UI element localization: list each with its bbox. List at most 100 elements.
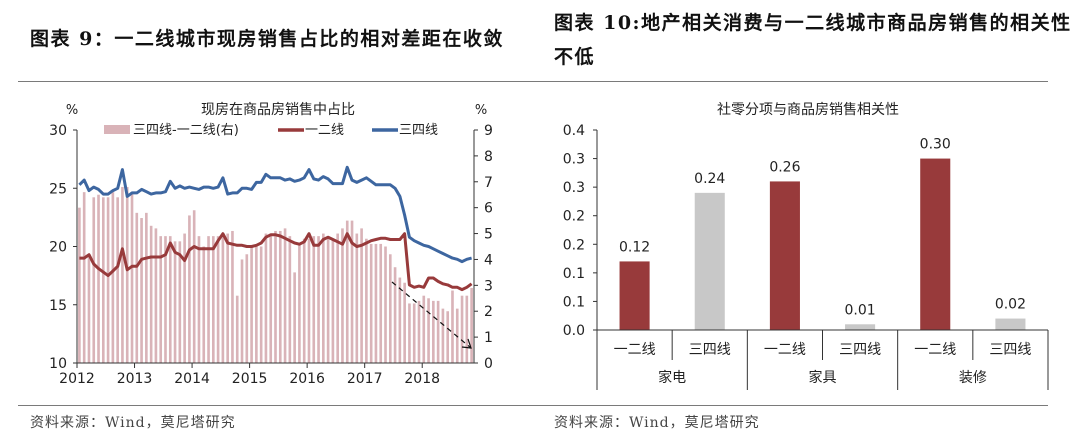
category-label: 一二线 (914, 342, 956, 358)
bar-diff (97, 194, 100, 363)
bar-diff (365, 238, 368, 363)
y-left-tick-label: 10 (49, 356, 67, 372)
bar-diff (446, 311, 450, 363)
bar-diff (154, 228, 158, 363)
bar-diff (384, 246, 387, 363)
figure-10-source: 资料来源：Wind，莫尼塔研究 (554, 415, 760, 431)
y-left-unit: % (66, 103, 78, 118)
bar-diff (398, 277, 402, 363)
y-tick-label: 0.4 (563, 123, 585, 139)
figure-9-top-rule (18, 81, 540, 82)
bar-diff (298, 243, 301, 363)
bar-diff (293, 272, 296, 363)
data-label: 0.01 (844, 302, 875, 318)
bar-diff (312, 236, 316, 363)
y-right-tick-label: 5 (484, 227, 493, 243)
group-label: 家具 (809, 369, 837, 386)
bar-diff (302, 238, 306, 363)
legend-label-tier34: 三四线 (399, 123, 438, 138)
bar-diff (197, 236, 201, 363)
x-tick-label: 2013 (117, 371, 153, 387)
bar-diff (149, 225, 153, 363)
figure-10-chart: 社零分项与商品房销售相关性 0.0 0.1 0.1 0.2 0.2 0.3 0.3 0.4 0.… (563, 102, 1049, 390)
bar-diff (470, 287, 473, 363)
bar-diff (388, 254, 392, 363)
bar-diff (116, 197, 119, 363)
bar-diff (207, 236, 210, 363)
bar-diff (331, 238, 335, 363)
bar-diff (307, 238, 311, 363)
y-tick-label: 0.2 (563, 237, 585, 253)
y-right-tick-label: 9 (484, 123, 493, 139)
bar (920, 158, 951, 330)
data-label: 0.24 (694, 171, 725, 187)
bar-diff (101, 197, 105, 363)
bar-diff (259, 246, 263, 363)
bar-diff (360, 228, 363, 363)
bar-diff (436, 300, 440, 363)
bar-diff (235, 295, 239, 363)
bar (769, 181, 800, 330)
category-label: 三四线 (689, 342, 731, 358)
data-label: 0.02 (995, 297, 1026, 313)
bar-diff (82, 192, 86, 363)
y-right-tick-label: 0 (484, 356, 493, 372)
y-right-tick-label: 7 (484, 175, 493, 191)
y-tick-label: 0.2 (563, 209, 585, 225)
x-tick-label: 2012 (59, 371, 95, 387)
bar-diff (345, 220, 349, 363)
y-right-unit: % (475, 103, 487, 118)
bar-diff (216, 236, 220, 363)
bar-diff (78, 207, 81, 363)
figure-9-bottom-rule (18, 405, 540, 406)
bar-diff (341, 228, 344, 363)
bar-diff (125, 186, 129, 363)
bar-diff (164, 236, 167, 363)
bar-diff (393, 267, 397, 363)
data-label: 0.12 (619, 239, 650, 255)
x-tick-label: 2017 (347, 371, 383, 387)
y-right-tick-label: 8 (484, 149, 493, 165)
legend-swatch-bars (104, 125, 130, 134)
bar-diff (255, 246, 258, 363)
x-tick-label: 2014 (174, 371, 210, 387)
bar-diff (417, 300, 421, 363)
bar-diff (231, 230, 234, 363)
category-label: 三四线 (989, 342, 1031, 358)
line-tier34 (78, 165, 472, 264)
bar-diff (245, 254, 249, 363)
y-right-tick-label: 4 (484, 252, 493, 268)
bar-diff (192, 210, 196, 363)
bar-diff (145, 212, 148, 363)
bar (995, 318, 1026, 330)
figure-10-bottom-rule (540, 405, 1048, 406)
bar-diff (408, 303, 411, 363)
chart-title: 社零分项与商品房销售相关性 (717, 102, 899, 118)
bar-diff (288, 236, 292, 363)
bar-diff (283, 228, 287, 363)
figure-10-top-rule (540, 81, 1048, 82)
bar-diff (403, 282, 406, 363)
legend: 三四线-一二线(右) 一二线 三四线 (104, 123, 438, 138)
y-right-tick-label: 6 (484, 201, 493, 217)
category-label: 三四线 (839, 342, 881, 358)
bar-diff (188, 215, 191, 363)
group-label: 装修 (959, 370, 987, 386)
bar-diff (111, 192, 115, 363)
bar-diff (226, 233, 229, 363)
bar-diff (432, 300, 435, 363)
bar-diff (274, 230, 277, 363)
bar-diff (135, 212, 139, 363)
bar-diff (369, 243, 373, 363)
bar-diff (451, 290, 454, 363)
bar-diff (422, 295, 426, 363)
line-tier12 (79, 232, 473, 292)
bar (694, 192, 725, 330)
bar-diff (465, 295, 469, 363)
bar-diff (159, 236, 163, 363)
bar-diff (278, 230, 282, 363)
y-left-tick-label: 15 (49, 298, 67, 314)
bar-diff (121, 186, 124, 363)
y-tick-label: 0.3 (563, 152, 585, 168)
chart-title: 现房在商品房销售中占比 (201, 102, 355, 118)
